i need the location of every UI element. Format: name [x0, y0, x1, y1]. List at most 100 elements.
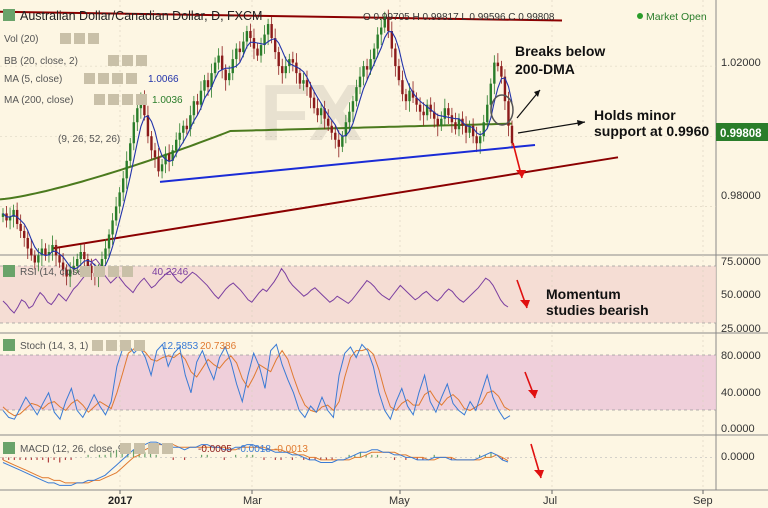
ma5-value: 1.0066: [148, 74, 179, 85]
breakdown-marker: [490, 94, 514, 126]
close-icon[interactable]: [136, 55, 147, 66]
close-icon[interactable]: [122, 94, 133, 105]
settings-icon[interactable]: [94, 266, 105, 277]
candle-body: [510, 125, 514, 144]
candle-body: [475, 136, 478, 144]
candle-body: [153, 150, 157, 158]
macd-hist-value: -0.0005: [198, 444, 232, 455]
candle-body: [189, 115, 192, 130]
candle-body: [129, 143, 132, 161]
time-tick: May: [389, 495, 410, 507]
candle-body: [185, 125, 189, 130]
stoch-label: Stoch (14, 3, 1): [20, 341, 88, 352]
indicator-ichimoku[interactable]: (9, 26, 52, 26): [58, 134, 120, 145]
time-tick: Jul: [543, 495, 557, 507]
candle-body: [23, 230, 26, 238]
collapse-icon[interactable]: [3, 442, 15, 454]
rsi-value: 40.2246: [152, 267, 189, 278]
eye-icon[interactable]: [84, 73, 95, 84]
eye-icon[interactable]: [80, 266, 91, 277]
rsi-band: [0, 266, 716, 323]
eye-icon[interactable]: [108, 55, 119, 66]
candle-body: [30, 248, 33, 256]
candle-body: [150, 136, 153, 151]
candle-body: [217, 55, 220, 63]
candle-body: [47, 252, 51, 256]
add-icon[interactable]: [162, 443, 173, 454]
close-icon[interactable]: [120, 340, 131, 351]
eye-icon[interactable]: [120, 443, 131, 454]
settings-icon[interactable]: [108, 94, 119, 105]
support-line: [159, 144, 536, 183]
candle-body: [44, 248, 47, 256]
candle-body: [496, 62, 500, 67]
collapse-icon[interactable]: [3, 339, 15, 351]
candle-body: [302, 80, 305, 84]
candles: [1, 9, 514, 288]
settings-icon[interactable]: [122, 55, 133, 66]
candle-body: [58, 255, 61, 263]
add-icon[interactable]: [122, 266, 133, 277]
candle-body: [114, 206, 118, 221]
settings-icon[interactable]: [134, 443, 145, 454]
candle-body: [157, 157, 160, 172]
candle-body: [372, 48, 376, 60]
indicator-ma5[interactable]: MA (5, close) 1.0066: [4, 73, 179, 85]
indicator-ma200[interactable]: MA (200, close) 1.0036: [4, 94, 183, 106]
candle-body: [404, 94, 408, 102]
indicator-label: BB (20, close, 2): [4, 56, 78, 67]
candle-body: [482, 122, 485, 137]
price-axis[interactable]: 1.02000 0.98000 0.99808: [716, 57, 768, 202]
candle-body: [68, 269, 72, 277]
candle-body: [76, 259, 79, 267]
time-axis[interactable]: 2017 Mar May Jul Sep: [108, 490, 713, 507]
candle-body: [171, 150, 174, 161]
close-icon[interactable]: [108, 266, 119, 277]
rsi-tick: 75.0000: [721, 256, 761, 268]
indicator-label: Vol (20): [4, 34, 38, 45]
indicator-bb[interactable]: BB (20, close, 2): [4, 55, 147, 67]
candle-body: [136, 108, 139, 123]
collapse-icon[interactable]: [3, 265, 15, 277]
indicator-vol[interactable]: Vol (20): [4, 33, 99, 45]
candle-body: [33, 255, 37, 263]
eye-icon[interactable]: [60, 33, 71, 44]
eye-icon[interactable]: [92, 340, 103, 351]
candle-body: [425, 104, 429, 116]
settings-icon[interactable]: [106, 340, 117, 351]
candle-body: [295, 62, 298, 74]
candle-body: [440, 118, 443, 126]
settings-icon[interactable]: [98, 73, 109, 84]
candle-body: [376, 34, 379, 49]
add-icon[interactable]: [136, 94, 147, 105]
stoch-k-value: 12.5853: [162, 341, 199, 352]
ma5-line: [2, 31, 513, 270]
candle-body: [72, 266, 75, 270]
settings-icon[interactable]: [74, 33, 85, 44]
stoch-tick: 0.0000: [721, 423, 755, 435]
candle-body: [316, 108, 319, 116]
add-icon[interactable]: [134, 340, 145, 351]
candle-body: [8, 216, 12, 221]
candle-body: [192, 101, 196, 116]
candle-body: [79, 252, 82, 260]
candle-body: [242, 41, 245, 53]
close-icon[interactable]: [148, 443, 159, 454]
eye-icon[interactable]: [94, 94, 105, 105]
candle-body: [111, 220, 114, 235]
close-icon[interactable]: [88, 33, 99, 44]
candle-body: [411, 90, 415, 98]
close-icon[interactable]: [112, 73, 123, 84]
annotation-arrows: [512, 89, 586, 479]
watermark: FX: [260, 68, 362, 157]
candle-body: [270, 24, 273, 39]
candle-body: [220, 55, 224, 70]
collapse-icon[interactable]: [3, 9, 15, 21]
candle-body: [228, 73, 231, 81]
candle-body: [83, 252, 86, 260]
market-status-icon: [637, 13, 643, 19]
add-icon[interactable]: [126, 73, 137, 84]
ohlc-readout: O 0.99705 H 0.99817 L 0.99596 C 0.99808: [363, 12, 555, 23]
